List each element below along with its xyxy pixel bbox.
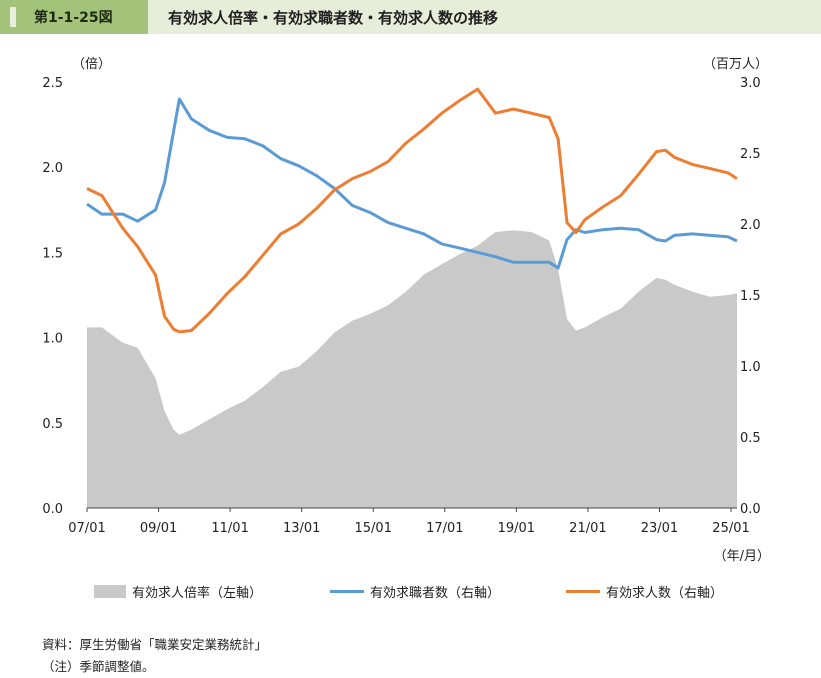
left-tick-label: 1.0: [42, 332, 63, 347]
x-tick-label: 19/01: [498, 521, 535, 536]
right-tick-label: 3.0: [740, 76, 761, 91]
figure-header: 第1-1-25図 有効求人倍率・有効求職者数・有効求人数の推移: [0, 0, 821, 34]
left-tick-label: 2.5: [42, 76, 63, 91]
right-tick-label: 0.5: [740, 431, 761, 446]
x-tick-label: 15/01: [355, 521, 392, 536]
legend-label-ratio: 有効求人倍率（左軸）: [132, 586, 263, 601]
right-tick-label: 2.0: [740, 218, 761, 233]
x-tick-label: 11/01: [211, 521, 248, 536]
x-tick-label: 13/01: [283, 521, 320, 536]
series-line-job-seekers: [86, 97, 738, 270]
legend: 有効求人倍率（左軸） 有効求職者数（右軸） 有効求人数（右軸）: [0, 582, 821, 602]
x-tick-label: 25/01: [712, 521, 749, 536]
left-tick-label: 2.0: [42, 161, 63, 176]
plot-area: 0.0 0.5 1.0 1.5 2.0 2.5 0.0 0.5 1.0 1.5 2.0 2.5 3.0 0…: [42, 76, 760, 536]
left-tick-label: 0.5: [42, 417, 63, 432]
right-tick-label: 1.5: [740, 289, 761, 304]
left-axis-unit: （倍）: [72, 57, 111, 72]
series-line-job-openings: [86, 87, 738, 334]
right-axis-unit: （百万人）: [703, 57, 768, 72]
legend-item-ratio: 有効求人倍率（左軸）: [94, 582, 262, 601]
legend-swatch-ratio: [94, 585, 126, 598]
figure-label: 第1-1-25図: [0, 0, 148, 34]
right-tick-label: 2.5: [740, 147, 761, 162]
x-tick-label: 23/01: [641, 521, 678, 536]
right-tick-label: 1.0: [740, 360, 761, 375]
source-note: 資料：厚生労働省「職業安定業務統計」: [42, 637, 268, 652]
x-tick-label: 09/01: [140, 521, 177, 536]
left-tick-label: 0.0: [42, 502, 63, 517]
legend-item-seekers: 有効求職者数（右軸）: [330, 582, 500, 601]
x-tick-label: 17/01: [426, 521, 463, 536]
left-tick-label: 1.5: [42, 246, 63, 261]
legend-item-openings: 有効求人数（右軸）: [566, 582, 723, 601]
legend-swatch-seekers: [330, 590, 364, 593]
footnote: （注）季節調整値。: [42, 659, 155, 674]
right-tick-label: 0.0: [740, 502, 761, 517]
legend-swatch-openings: [566, 590, 600, 593]
figure-title: 有効求人倍率・有効求職者数・有効求人数の推移: [148, 0, 821, 34]
x-axis-unit: （年/月）: [714, 549, 770, 564]
legend-label-seekers: 有効求職者数（右軸）: [370, 586, 501, 601]
series-area-job-ratio: [87, 230, 737, 508]
notes: 資料：厚生労働省「職業安定業務統計」 （注）季節調整値。: [42, 634, 267, 678]
x-tick-label: 21/01: [569, 521, 606, 536]
legend-label-openings: 有効求人数（右軸）: [606, 586, 724, 601]
x-tick-label: 07/01: [68, 521, 105, 536]
